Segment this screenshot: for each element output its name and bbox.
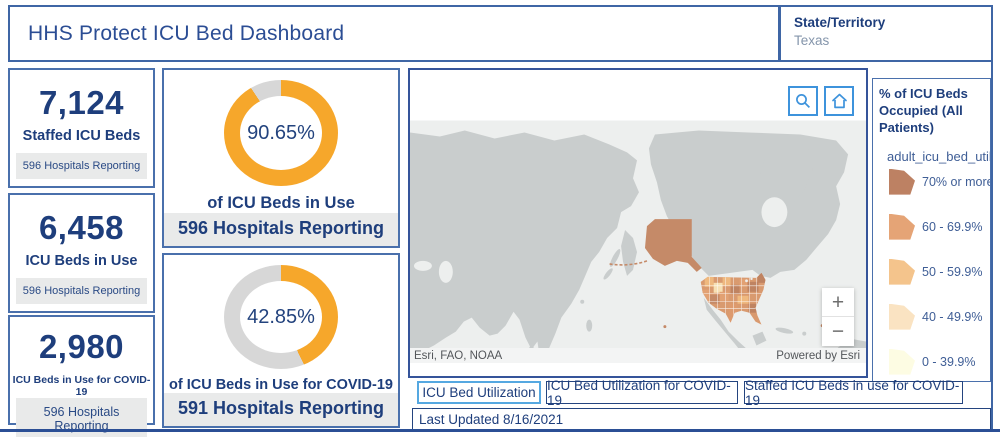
- donut-chart-icu-covid: 42.85%: [224, 265, 338, 369]
- world-map[interactable]: + − Esri, FAO, NOAA Powered by Esri: [410, 120, 866, 363]
- legend-item: 40 - 49.9%: [889, 303, 990, 331]
- state-territory-filter[interactable]: State/Territory Texas: [780, 5, 993, 62]
- donut-hole: 42.85%: [240, 281, 322, 353]
- stat-value: 6,458: [38, 209, 125, 246]
- map-home-button[interactable]: [824, 86, 854, 116]
- continental-us-shape[interactable]: [700, 272, 767, 325]
- greenland: [760, 142, 813, 205]
- legend-swatch-70-plus: [889, 168, 915, 195]
- stat-card-staffed-icu-beds: 7,124 Staffed ICU Beds 596 Hospitals Rep…: [8, 68, 155, 188]
- map-zoom-control: + −: [822, 288, 854, 346]
- alaska-shape[interactable]: [644, 219, 702, 272]
- taiwan: [580, 299, 585, 304]
- stat-label: Staffed ICU Beds: [22, 128, 141, 144]
- map-search-button[interactable]: [788, 86, 818, 116]
- legend-label: 70% or more: [922, 174, 991, 189]
- state-territory-value[interactable]: Texas: [794, 33, 830, 48]
- eurasia-landmass: [410, 130, 639, 360]
- stat-value: 7,124: [38, 84, 125, 121]
- tab-icu-bed-utilization-covid[interactable]: ICU Bed Utilization for COVID-19: [546, 378, 738, 408]
- home-icon: [831, 93, 847, 109]
- us-state-patches: [700, 272, 766, 324]
- stat-card-icu-beds-covid: 2,980 ICU Beds in Use for COVID-19 596 H…: [8, 315, 155, 437]
- zoom-in-button[interactable]: +: [822, 288, 854, 317]
- legend-label: 60 - 69.9%: [922, 219, 983, 234]
- aleutian-islands: [609, 260, 648, 266]
- legend-field-name: adult_icu_bed_utiliz: [887, 148, 991, 164]
- hawaii[interactable]: [663, 325, 667, 329]
- stat-card-icu-beds-in-use: 6,458 ICU Beds in Use 596 Hospitals Repo…: [8, 193, 155, 313]
- legend-label: 0 - 39.9%: [922, 354, 976, 369]
- caspian-sea: [438, 260, 453, 283]
- legend-swatch-60s: [889, 213, 915, 240]
- tab-icu-bed-utilization[interactable]: ICU Bed Utilization: [417, 381, 541, 404]
- last-updated-box: Last Updated 8/16/2021: [412, 408, 991, 431]
- japan-south: [603, 268, 613, 280]
- hispaniola: [802, 331, 807, 336]
- map-attribution-sources: Esri, FAO, NOAA: [414, 349, 503, 362]
- cuba: [775, 327, 794, 334]
- donut-percent: 90.65%: [247, 121, 315, 144]
- zoom-out-button[interactable]: −: [822, 317, 854, 346]
- black-sea: [413, 260, 432, 271]
- great-lakes: [745, 279, 748, 283]
- donut-label: of ICU Beds in Use: [207, 194, 355, 212]
- last-updated-text: Last Updated 8/16/2021: [419, 412, 564, 427]
- legend-item: 60 - 69.9%: [889, 213, 990, 241]
- hudson-bay: [761, 197, 788, 228]
- stat-footer: 596 Hospitals Reporting: [16, 278, 147, 304]
- stat-label: ICU Beds in Use: [25, 253, 138, 269]
- map-attribution-bar: Esri, FAO, NOAA Powered by Esri: [410, 348, 866, 363]
- legend-swatch-50s: [889, 258, 915, 285]
- yucatan: [752, 331, 767, 346]
- legend-item: 0 - 39.9%: [889, 348, 990, 376]
- legend-swatch-0-39: [889, 348, 915, 375]
- donut-percent: 42.85%: [247, 305, 315, 328]
- stat-footer: 596 Hospitals Reporting: [16, 153, 147, 179]
- donut-chart-icu-in-use: 90.65%: [224, 80, 338, 186]
- page-title: HHS Protect ICU Bed Dashboard: [28, 21, 345, 45]
- header-panel: HHS Protect ICU Bed Dashboard: [8, 5, 780, 62]
- legend-label: 50 - 59.9%: [922, 264, 983, 279]
- stat-value: 2,980: [38, 328, 125, 365]
- legend-label: 40 - 49.9%: [922, 309, 983, 324]
- donut-label: of ICU Beds in Use for COVID-19: [169, 377, 393, 393]
- legend-item: 50 - 59.9%: [889, 258, 990, 286]
- page-right-border: [991, 5, 993, 431]
- legend-title: % of ICU Beds Occupied (All Patients): [879, 86, 968, 135]
- legend-swatch-40s: [889, 303, 915, 330]
- search-icon: [796, 94, 811, 109]
- map-panel: + − Esri, FAO, NOAA Powered by Esri: [408, 68, 868, 378]
- state-territory-label: State/Territory: [794, 15, 886, 30]
- tab-staffed-icu-beds-covid[interactable]: Staffed ICU Beds in use for COVID-19: [744, 378, 963, 408]
- map-legend-panel: % of ICU Beds Occupied (All Patients) ad…: [872, 78, 991, 382]
- stat-label: ICU Beds in Use for COVID-19: [12, 374, 151, 398]
- japan: [609, 249, 621, 267]
- map-attribution-powered-by: Powered by Esri: [776, 349, 860, 362]
- legend-item: 70% or more: [889, 168, 990, 196]
- donut-hole: 90.65%: [240, 96, 322, 170]
- donut-card-icu-beds-in-use: 90.65% of ICU Beds in Use 596 Hospitals …: [162, 68, 400, 248]
- donut-footer: 591 Hospitals Reporting: [164, 393, 398, 426]
- world-map-canvas: [410, 120, 866, 363]
- page-bottom-border: [0, 429, 1000, 432]
- donut-footer: 596 Hospitals Reporting: [164, 213, 398, 246]
- philippines: [586, 319, 593, 332]
- donut-card-icu-beds-covid: 42.85% of ICU Beds in Use for COVID-19 5…: [162, 253, 400, 428]
